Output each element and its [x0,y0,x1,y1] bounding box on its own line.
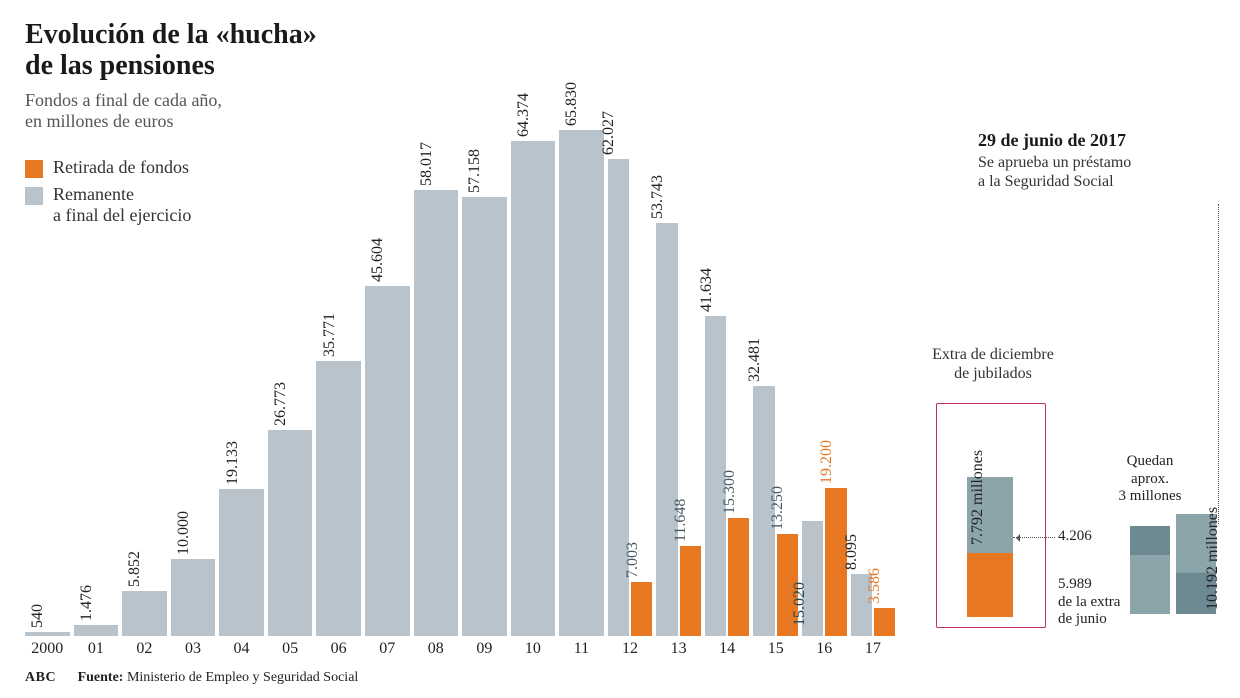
bar-retirada-label-17: 3.586 [866,568,884,604]
bar-slot-03: 10.000 [171,98,216,636]
bar-remanente-label-10: 64.374 [515,93,533,137]
bar-remanente-04: 19.133 [219,489,264,636]
ann-4206: 4.206 [1058,528,1092,545]
bar-retirada-label-12: 7.003 [624,542,642,578]
bar-chart: 5401.4765.85210.00019.13326.77335.77145.… [25,98,895,658]
bar-retirada-label-14: 15.300 [721,470,739,514]
page-title: Evolución de la «hucha» de las pensiones [25,20,1220,82]
loan-desc: Se aprueba un préstamo a la Seguridad So… [978,153,1228,191]
bar-retirada-17: 3.586 [874,608,895,636]
bar-remanente-label-07: 45.604 [369,238,387,282]
bar-slot-08: 58.017 [414,98,459,636]
bar-slot-12: 62.0277.003 [608,98,653,636]
bar-retirada-13: 11.648 [680,546,701,636]
bar-remanente-label-11: 65.830 [563,82,581,126]
bar-retirada-label-15: 13.250 [769,486,787,530]
bar-slot-13: 53.74311.648 [656,98,701,636]
bar-remanente-01: 1.476 [74,625,119,636]
bar-slot-07: 45.604 [365,98,410,636]
loan-connector [1218,204,1219,524]
bar-remanente-13: 53.743 [656,223,677,636]
bar-remanente-label-08: 58.017 [418,142,436,186]
x-label-04: 04 [219,640,264,658]
box-bar: 7.792 millones [967,477,1013,617]
bar-remanente-07: 45.604 [365,286,410,636]
bar-slot-2000: 540 [25,98,70,636]
bar-remanente-label-12: 62.027 [600,111,618,155]
loan-date: 29 de junio de 2017 [978,130,1228,151]
footer: ABC Fuente: Ministerio de Empleo y Segur… [25,670,358,686]
x-label-09: 09 [462,640,507,658]
bar-remanente-label-01: 1.476 [78,585,96,621]
bar-remanente-label-03: 10.000 [175,511,193,555]
bar-remanente-09: 57.158 [462,197,507,636]
bar-slot-05: 26.773 [268,98,313,636]
box-bar-value: 7.792 millones [969,449,987,544]
extra-label: Extra de diciembre de jubilados [918,345,1068,383]
x-label-17: 17 [851,640,896,658]
bar-retirada-14: 15.300 [728,518,749,636]
right-panel: 29 de junio de 2017 Se aprueba un présta… [918,130,1228,650]
bar-slot-04: 19.133 [219,98,264,636]
bar-slot-06: 35.771 [316,98,361,636]
box-bar-top: 7.792 millones [967,477,1013,553]
stack-remaining-top [1130,526,1170,555]
x-label-02: 02 [122,640,167,658]
x-label-2000: 2000 [25,640,70,658]
bar-remanente-label-06: 35.771 [321,313,339,357]
x-label-06: 06 [316,640,361,658]
bar-remanente-label-2000: 540 [29,604,47,628]
bar-retirada-label-16: 19.200 [818,440,836,484]
x-label-05: 05 [268,640,313,658]
bar-slot-14: 41.63415.300 [705,98,750,636]
bar-slot-10: 64.374 [511,98,556,636]
loan-value-label: 10.192 millones [1204,507,1222,610]
bar-remanente-06: 35.771 [316,361,361,636]
bar-remanente-label-02: 5.852 [126,551,144,587]
x-label-11: 11 [559,640,604,658]
bar-remanente-label-14: 41.634 [698,268,716,312]
x-label-07: 07 [365,640,410,658]
bar-remanente-03: 10.000 [171,559,216,636]
box-bar-bottom [967,553,1013,617]
x-label-03: 03 [171,640,216,658]
x-label-08: 08 [414,640,459,658]
x-label-15: 15 [753,640,798,658]
bar-slot-16: 15.020 19.200 [802,98,847,636]
bar-remanente-2000: 540 [25,632,70,636]
bar-remanente-02: 5.852 [122,591,167,636]
bar-remanente-label-17: 8.095 [843,534,861,570]
stack-remaining-bottom [1130,555,1170,614]
stack-remaining [1130,526,1170,614]
bar-remanente-label-16: 15.020 [791,582,809,626]
arrow-4206 [1013,537,1055,538]
bar-remanente-10: 64.374 [511,141,556,636]
bar-remanente-label-13: 53.743 [649,175,667,219]
bar-retirada-label-13: 11.648 [672,499,690,542]
bar-slot-15: 32.48113.250 [753,98,798,636]
bar-slot-09: 57.158 [462,98,507,636]
x-label-14: 14 [705,640,750,658]
bar-remanente-label-05: 26.773 [272,382,290,426]
ann-quedan: Quedan aprox. 3 millones [1110,453,1190,505]
bar-remanente-label-04: 19.133 [224,441,242,485]
x-label-12: 12 [608,640,653,658]
bar-slot-17: 8.0953.586 [851,98,896,636]
x-label-01: 01 [74,640,119,658]
bar-remanente-11: 65.830 [559,130,604,636]
bar-slot-11: 65.830 [559,98,604,636]
highlight-box: 7.792 millones [936,403,1046,628]
x-label-10: 10 [511,640,556,658]
bar-remanente-08: 58.017 [414,190,459,636]
bar-remanente-label-15: 32.481 [746,338,764,382]
brand: ABC [25,670,56,685]
bar-retirada-12: 7.003 [631,582,652,636]
bar-remanente-label-09: 57.158 [466,149,484,193]
bar-slot-01: 1.476 [74,98,119,636]
x-label-13: 13 [656,640,701,658]
bar-remanente-05: 26.773 [268,430,313,636]
x-label-16: 16 [802,640,847,658]
bar-remanente-16: 15.020 [802,521,823,636]
bar-slot-02: 5.852 [122,98,167,636]
